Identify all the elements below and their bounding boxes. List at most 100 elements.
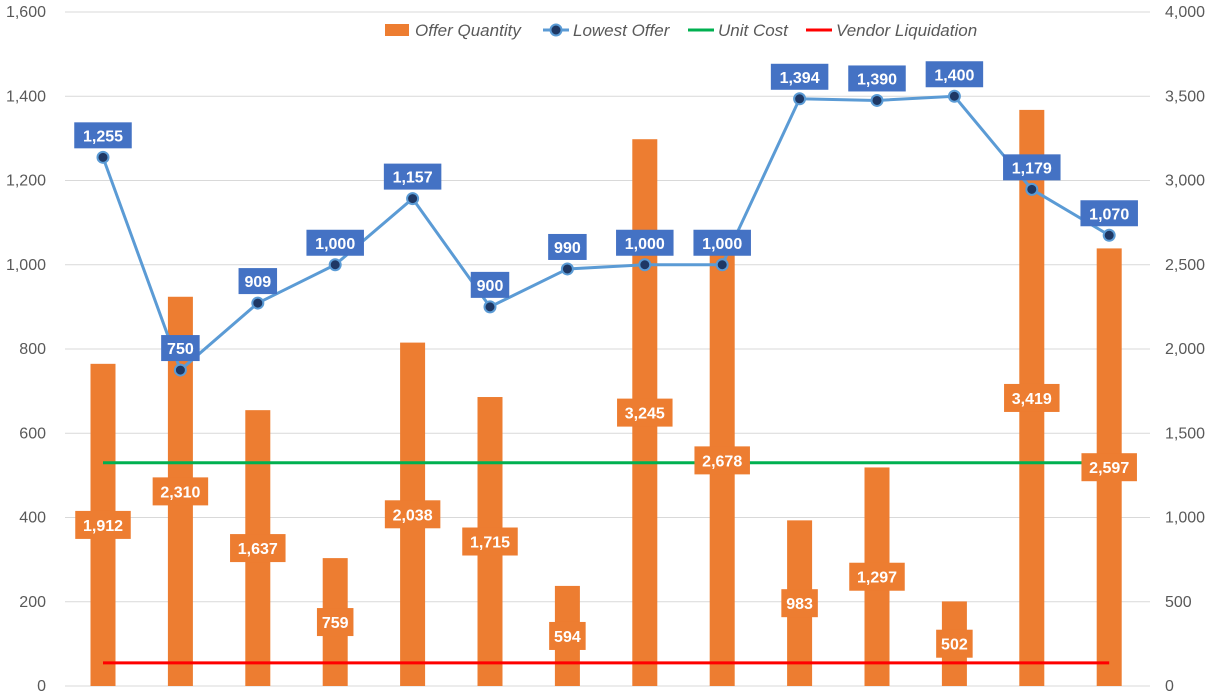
lowest-offer-value-label: 1,394 <box>780 70 820 87</box>
left-tick-label: 1,400 <box>6 88 46 105</box>
line-label-bg <box>848 65 906 92</box>
bar-value-label: 2,310 <box>160 484 200 501</box>
bar-value-label: 983 <box>786 596 813 613</box>
offer-quantity-bars <box>90 109 1122 686</box>
right-tick-label: 3,500 <box>1165 88 1205 105</box>
line-label-bg <box>548 233 587 260</box>
right-tick-label: 2,500 <box>1165 257 1205 274</box>
line-label-bg <box>470 271 510 298</box>
line-label-bg <box>1003 154 1061 181</box>
right-tick-label: 1,000 <box>1165 510 1205 527</box>
lowest-offer-value-label: 750 <box>167 341 194 358</box>
lowest-offer-value-label: 1,255 <box>83 128 123 145</box>
left-tick-label: 1,600 <box>6 4 46 21</box>
bar-label-bg <box>781 589 818 618</box>
line-label-bg <box>1080 200 1138 227</box>
bar-label-bg <box>75 510 131 539</box>
lowest-offer-point <box>1102 228 1116 242</box>
lowest-offer-point <box>1025 182 1039 196</box>
line-label-bg <box>693 229 751 256</box>
legend-label: Offer Quantity <box>415 21 522 40</box>
lowest-offer-value-label: 1,070 <box>1089 206 1129 223</box>
right-tick-label: 0 <box>1165 678 1174 695</box>
lowest-offer-point <box>947 89 961 103</box>
right-axis-ticks: 0 500 1,000 1,500 2,000 2,500 3,000 3,500 4,000 <box>1165 4 1205 695</box>
lowest-offer-polyline <box>101 94 1110 373</box>
line-label-bg <box>383 163 442 190</box>
left-tick-label: 600 <box>19 425 46 442</box>
lowest-offer-point <box>328 258 342 272</box>
left-tick-label: 400 <box>19 510 46 527</box>
bar-label-bg <box>694 446 750 475</box>
lowest-offer-value-label: 909 <box>244 274 271 291</box>
right-tick-label: 1,500 <box>1165 425 1205 442</box>
legend-label: Vendor Liquidation <box>836 21 977 40</box>
bar-label-bg <box>1004 383 1060 412</box>
bar-label-bg <box>849 562 905 591</box>
lowest-offer-point <box>638 258 652 272</box>
legend-swatch-bar <box>385 24 409 36</box>
line-label-bg <box>306 229 364 256</box>
lowest-offer-point <box>483 300 497 314</box>
bar-label-bg <box>316 608 354 637</box>
legend-label: Unit Cost <box>718 21 789 40</box>
lowest-offer-value-label: 1,390 <box>857 71 897 88</box>
legend: Offer Quantity Lowest Offer Unit Cost Vendo… <box>385 21 977 40</box>
right-tick-label: 500 <box>1165 594 1192 611</box>
bar-value-label: 2,678 <box>702 453 742 470</box>
bar-value-label: 2,597 <box>1089 460 1129 477</box>
lowest-offer-value-label: 1,400 <box>934 67 974 84</box>
offer-quantity-labels: 1,912 2,310 1,637 759 2,038 1,715 594 3,245 2,67… <box>75 383 1137 658</box>
left-tick-label: 800 <box>19 341 46 358</box>
lowest-offer-point <box>870 93 884 107</box>
line-label-bg <box>770 63 829 90</box>
reference-lines <box>103 461 1110 665</box>
legend-label: Lowest Offer <box>573 21 671 40</box>
line-label-bg <box>161 335 200 362</box>
line-label-bg <box>616 229 674 256</box>
lowest-offer-line <box>96 89 1116 377</box>
bar-label-bg <box>936 629 973 658</box>
bar-label-bg <box>549 621 586 650</box>
right-tick-label: 2,000 <box>1165 341 1205 358</box>
bar-label-bg <box>617 398 673 427</box>
right-tick-label: 4,000 <box>1165 4 1205 21</box>
lowest-offer-value-label: 1,157 <box>393 170 433 187</box>
lowest-offer-value-label: 1,000 <box>315 236 355 253</box>
lowest-offer-value-label: 900 <box>477 278 504 295</box>
bar-value-label: 502 <box>941 637 968 654</box>
bar-label-bg <box>152 477 209 506</box>
line-label-bg <box>74 122 132 149</box>
lowest-offer-point <box>715 258 729 272</box>
lowest-offer-point <box>560 262 574 276</box>
lowest-offer-point <box>793 92 807 106</box>
lowest-offer-value-label: 990 <box>554 240 581 257</box>
lowest-offer-point <box>251 296 265 310</box>
left-tick-label: 1,000 <box>6 257 46 274</box>
lowest-offer-value-label: 1,000 <box>702 236 742 253</box>
lowest-offer-value-label: 1,179 <box>1012 160 1052 177</box>
bar-value-label: 1,637 <box>238 541 278 558</box>
bar-value-label: 759 <box>322 615 349 632</box>
lowest-offer-point <box>406 192 420 206</box>
line-label-bg <box>238 268 278 295</box>
left-tick-label: 0 <box>37 678 46 695</box>
gridlines <box>65 11 1150 687</box>
bar-value-label: 2,038 <box>393 507 433 524</box>
bar-label-bg <box>462 527 518 556</box>
bar-label-bg <box>384 500 441 529</box>
lowest-offer-point <box>96 150 110 164</box>
bar-value-label: 3,245 <box>625 406 665 423</box>
line-label-bg <box>925 61 984 88</box>
bar-label-bg <box>1081 453 1137 482</box>
lowest-offer-value-label: 1,000 <box>625 236 665 253</box>
right-tick-label: 3,000 <box>1165 173 1205 190</box>
lowest-offer-labels: 1,255 750 909 1,000 1,157 900 990 1,000 1,000 1,3… <box>74 61 1138 362</box>
bar-value-label: 3,419 <box>1012 391 1052 408</box>
legend-swatch-marker <box>549 23 563 37</box>
left-axis-ticks: 0 200 400 600 800 1,000 1,200 1,400 1,600 <box>6 4 46 695</box>
left-tick-label: 200 <box>19 594 46 611</box>
bar-value-label: 1,715 <box>470 535 510 552</box>
left-tick-label: 1,200 <box>6 173 46 190</box>
